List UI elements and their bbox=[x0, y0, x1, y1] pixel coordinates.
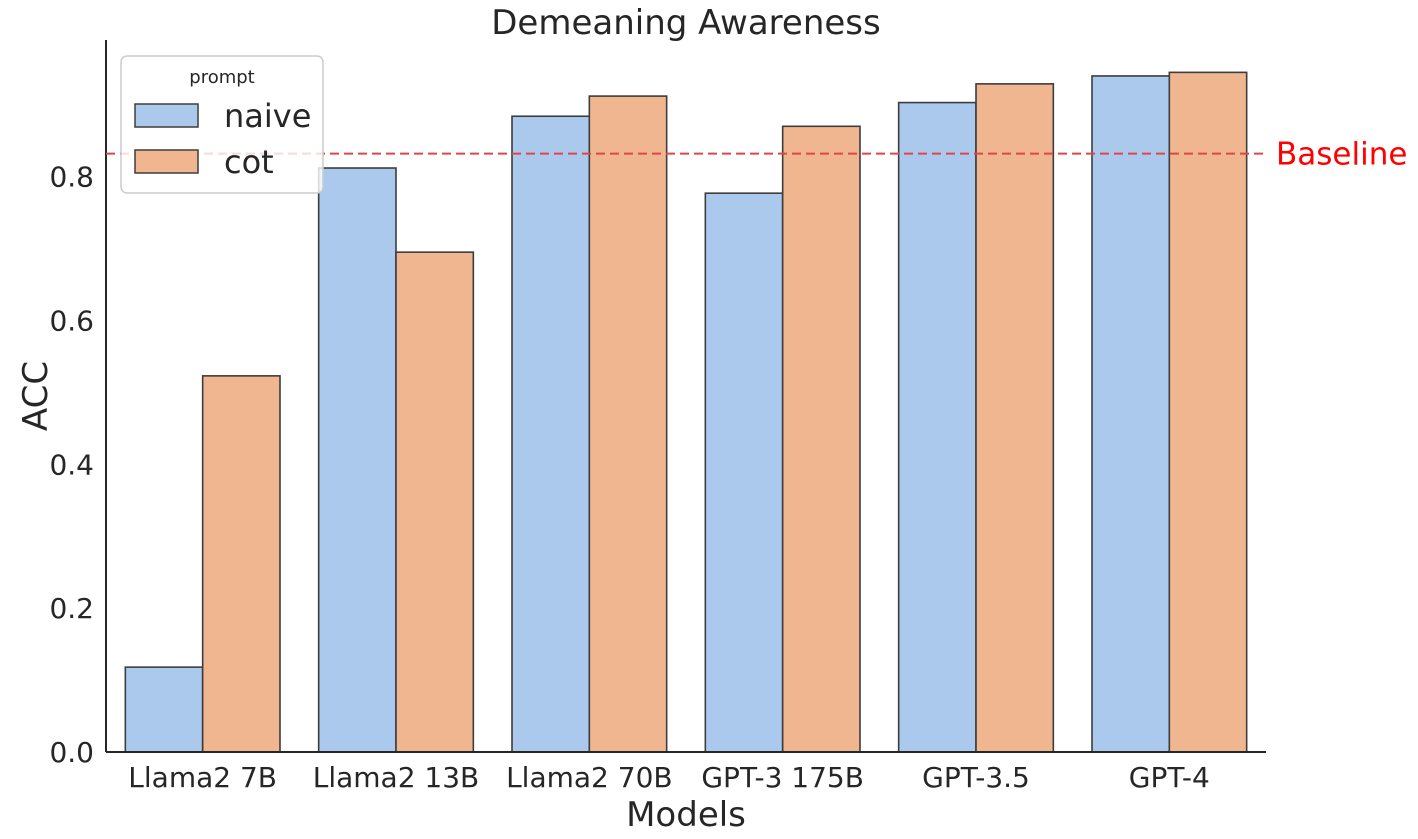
legend-swatch-cot bbox=[134, 149, 199, 174]
x-axis-label: Models bbox=[626, 795, 746, 835]
legend-label-cot: cot bbox=[224, 143, 274, 181]
y-tick-label: 0.0 bbox=[49, 736, 94, 769]
legend-label-naive: naive bbox=[224, 97, 311, 135]
bar-cot-gpt-3-175b bbox=[781, 125, 861, 753]
legend: prompt naive cot bbox=[120, 55, 324, 194]
ticks-layer: Llama2 7B Llama2 13B Llama2 70B GPT-3 175B G… bbox=[49, 161, 1209, 794]
y-tick-label: 0.6 bbox=[49, 304, 94, 337]
bar-naive-gpt-3-175b bbox=[704, 192, 784, 753]
x-tick-label: Llama2 70B bbox=[506, 761, 673, 794]
bar-cot-llama2-70b bbox=[588, 95, 668, 753]
bar-cot-llama2-13b bbox=[395, 251, 475, 753]
x-tick-label: GPT-3.5 bbox=[922, 761, 1030, 794]
bar-naive-llama2-13b bbox=[317, 167, 397, 753]
bar-cot-gpt-3-5 bbox=[975, 83, 1055, 753]
baseline-label: Baseline bbox=[1276, 137, 1407, 173]
x-tick-label: GPT-3 175B bbox=[701, 761, 864, 794]
y-tick-label: 0.2 bbox=[49, 592, 94, 625]
x-tick-label: Llama2 13B bbox=[313, 761, 480, 794]
bar-naive-llama2-70b bbox=[511, 115, 591, 753]
chart-title: Demeaning Awareness bbox=[491, 3, 880, 43]
y-axis-label: ACC bbox=[16, 361, 56, 431]
legend-swatch-naive bbox=[134, 103, 199, 128]
x-tick-label: Llama2 7B bbox=[128, 761, 277, 794]
y-tick-label: 0.4 bbox=[49, 448, 94, 481]
bar-naive-gpt-4 bbox=[1091, 75, 1171, 753]
bar-cot-llama2-7b bbox=[201, 375, 281, 753]
bars-layer bbox=[124, 71, 1248, 753]
bar-naive-llama2-7b bbox=[124, 666, 204, 753]
x-tick-label: GPT-4 bbox=[1129, 761, 1210, 794]
bar-cot-gpt-4 bbox=[1168, 71, 1248, 753]
bar-naive-gpt-3-5 bbox=[897, 101, 977, 753]
legend-title: prompt bbox=[189, 67, 254, 88]
y-tick-label: 0.8 bbox=[49, 161, 94, 194]
